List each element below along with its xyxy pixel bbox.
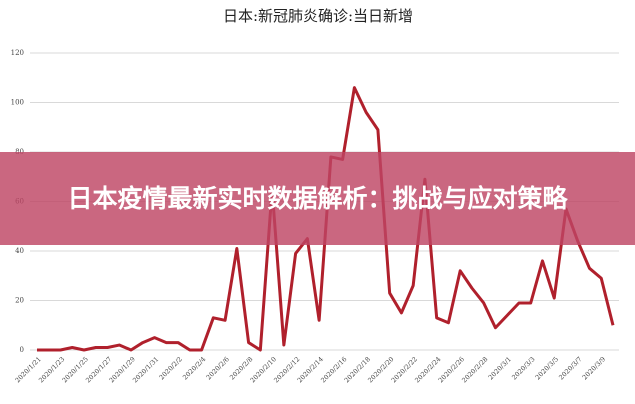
y-tick-label: 120 <box>11 49 24 57</box>
y-tick-label: 100 <box>11 99 24 107</box>
chart-title: 日本:新冠肺炎确诊:当日新增 <box>223 7 413 25</box>
overlay-banner: 日本疫情最新实时数据解析：挑战与应对策略 <box>0 152 635 245</box>
y-tick-label: 0 <box>20 346 24 354</box>
x-tick-label: 2020/3/3 <box>510 355 536 381</box>
y-tick-label: 20 <box>15 297 24 305</box>
x-tick-label: 2020/2/4 <box>181 355 207 381</box>
x-tick-label: 2020/3/9 <box>581 355 607 381</box>
x-tick-label: 2020/3/7 <box>557 355 583 381</box>
x-tick-label: 2020/2/2 <box>158 355 184 381</box>
x-tick-label: 2020/2/6 <box>205 355 231 381</box>
x-tick-label: 2020/3/5 <box>534 355 560 381</box>
overlay-title: 日本疫情最新实时数据解析：挑战与应对策略 <box>67 183 568 213</box>
y-tick-label: 40 <box>15 247 24 255</box>
x-tick-label: 2020/3/1 <box>487 355 513 381</box>
